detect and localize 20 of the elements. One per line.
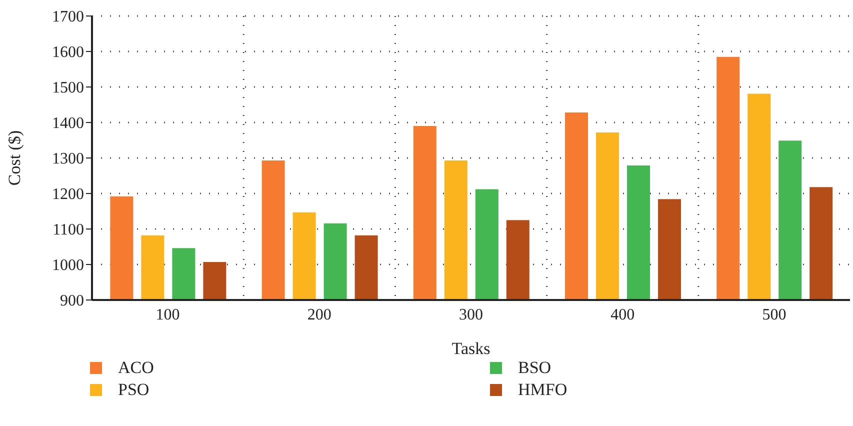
x-axis-title: Tasks — [452, 339, 490, 358]
y-tick-label: 1300 — [52, 150, 84, 168]
y-tick-label: 1400 — [52, 115, 84, 132]
y-tick-label: 1000 — [52, 257, 84, 274]
legend-label: PSO — [118, 380, 150, 400]
y-tick-label: 1200 — [52, 186, 84, 204]
y-tick-label: 1600 — [52, 44, 84, 62]
y-tick-label: 1700 — [52, 8, 84, 26]
y-axis-title: Cost ($) — [5, 130, 24, 186]
x-tick-label: 100 — [156, 306, 180, 324]
y-tick-label: 1500 — [52, 80, 84, 97]
y-tick-label: 900 — [60, 292, 84, 310]
y-tick-label: 1100 — [52, 222, 84, 239]
x-tick-label: 200 — [307, 306, 332, 324]
x-tick-label: 300 — [459, 306, 483, 324]
x-tick-label: 400 — [610, 306, 635, 324]
legend-label: BSO — [518, 358, 552, 378]
legend-label: HMFO — [518, 380, 568, 400]
x-tick-label: 500 — [762, 306, 786, 324]
legend-label: ACO — [118, 358, 154, 378]
